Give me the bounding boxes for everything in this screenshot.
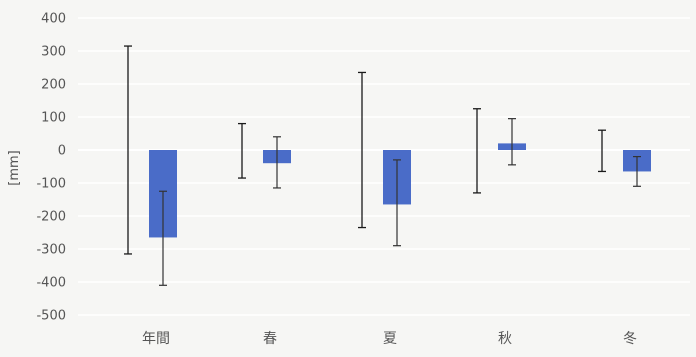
- x-category-label: 春: [263, 331, 277, 347]
- y-tick-label: 0: [58, 144, 66, 159]
- range-bar: [358, 71, 366, 229]
- y-axis-title: [mm]: [7, 150, 22, 185]
- y-axis-ticks: 400 300 200 100 0 -100 -200 -300 -400 -500: [36, 12, 66, 324]
- range-bar: [598, 129, 606, 173]
- x-category-label: 夏: [383, 331, 397, 347]
- y-tick-label: 400: [41, 12, 66, 27]
- error-bar: [393, 159, 401, 247]
- range-bar: [124, 45, 132, 255]
- x-category-label: 年間: [142, 331, 170, 347]
- error-bar: [633, 156, 641, 187]
- bar-series: [149, 118, 651, 286]
- y-tick-label: -200: [36, 210, 66, 225]
- y-tick-label: 100: [41, 111, 66, 126]
- error-bar: [159, 190, 167, 286]
- y-tick-label: -400: [36, 276, 66, 291]
- range-series: [124, 45, 606, 255]
- x-axis-categories: 年間 春 夏 秋 冬: [142, 331, 637, 347]
- y-tick-label: -100: [36, 177, 66, 192]
- x-category-label: 冬: [623, 331, 637, 347]
- y-tick-label: -500: [36, 309, 66, 324]
- error-bar: [508, 118, 516, 166]
- range-bar: [473, 108, 481, 194]
- range-bar: [238, 122, 246, 179]
- y-tick-label: 300: [41, 45, 66, 60]
- x-category-label: 秋: [498, 331, 512, 347]
- y-tick-label: -300: [36, 243, 66, 258]
- error-bar: [273, 136, 281, 189]
- y-tick-label: 200: [41, 78, 66, 93]
